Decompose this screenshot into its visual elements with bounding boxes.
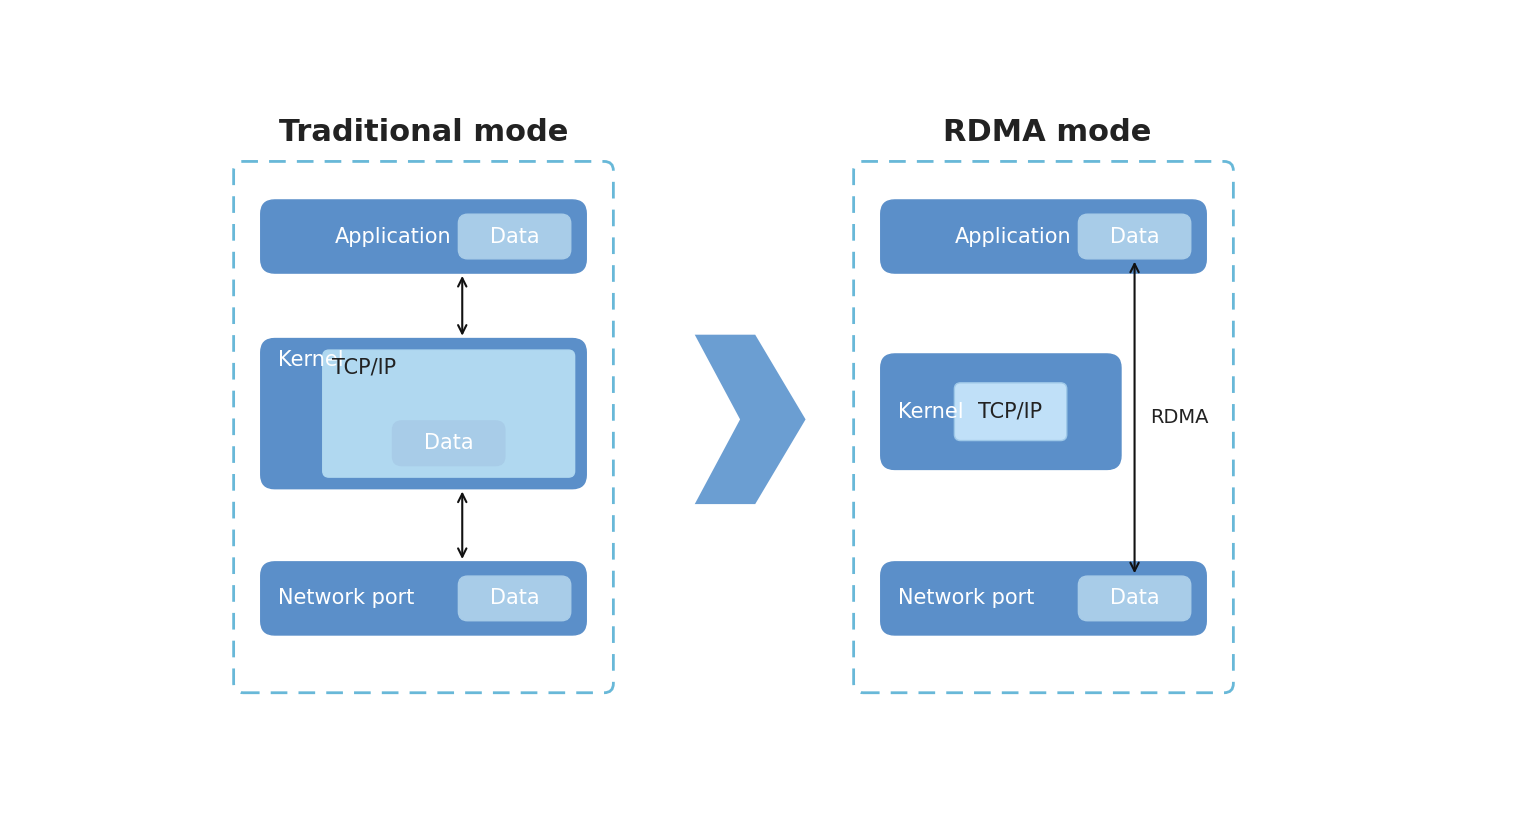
Text: RDMA: RDMA	[1151, 408, 1209, 427]
FancyBboxPatch shape	[261, 339, 587, 488]
FancyBboxPatch shape	[880, 562, 1206, 635]
Text: Kernel: Kernel	[898, 402, 964, 422]
Text: Application: Application	[955, 226, 1071, 246]
FancyBboxPatch shape	[322, 350, 575, 477]
Text: TCP/IP: TCP/IP	[978, 402, 1042, 422]
Text: TCP/IP: TCP/IP	[332, 357, 396, 377]
Text: Traditional mode: Traditional mode	[278, 117, 568, 146]
FancyBboxPatch shape	[1079, 214, 1190, 259]
Text: Data: Data	[490, 588, 539, 608]
Text: Network port: Network port	[278, 588, 414, 608]
Text: Application: Application	[335, 226, 451, 246]
FancyBboxPatch shape	[458, 214, 571, 259]
FancyBboxPatch shape	[261, 562, 587, 635]
FancyBboxPatch shape	[955, 383, 1067, 441]
FancyBboxPatch shape	[880, 354, 1122, 469]
Text: Data: Data	[1109, 588, 1160, 608]
Text: Kernel: Kernel	[278, 350, 344, 370]
Text: Data: Data	[490, 226, 539, 246]
FancyBboxPatch shape	[1079, 576, 1190, 621]
Text: Data: Data	[423, 433, 474, 453]
Text: RDMA mode: RDMA mode	[943, 117, 1152, 146]
Text: Data: Data	[1109, 226, 1160, 246]
Text: Network port: Network port	[898, 588, 1034, 608]
FancyBboxPatch shape	[458, 576, 571, 621]
FancyBboxPatch shape	[393, 421, 504, 466]
Polygon shape	[695, 334, 805, 504]
FancyBboxPatch shape	[880, 200, 1206, 273]
FancyBboxPatch shape	[261, 200, 587, 273]
